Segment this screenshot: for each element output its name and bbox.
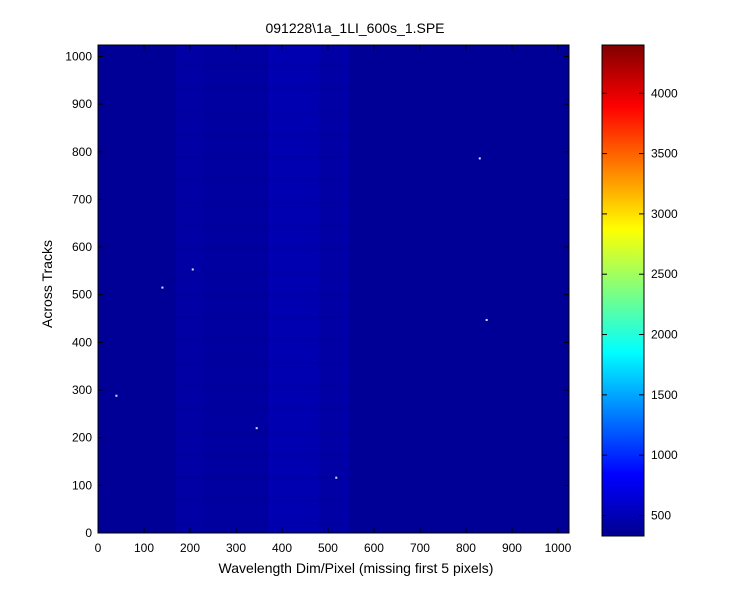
y-tick-label: 0 xyxy=(85,526,92,540)
colorbar-tick-label: 500 xyxy=(651,508,671,522)
plot-frame xyxy=(97,44,570,534)
row-stripe xyxy=(176,247,349,250)
row-stripe xyxy=(176,499,349,502)
row-stripe xyxy=(176,225,349,228)
colorbar-tick-label: 3500 xyxy=(651,147,678,161)
column-band-2 xyxy=(268,45,319,533)
row-stripe xyxy=(176,385,349,388)
x-axis-label: Wavelength Dim/Pixel (missing first 5 pi… xyxy=(219,560,494,576)
colorbar-ticks: 500 1000 1500 2000 2500 3000 3500 4000 xyxy=(602,86,678,522)
column-band-3 xyxy=(318,45,342,533)
hot-pixels xyxy=(115,157,488,479)
row-stripe xyxy=(176,362,349,365)
x-tick-label: 600 xyxy=(364,541,384,555)
x-tick-label: 100 xyxy=(134,541,154,555)
row-stripe xyxy=(176,453,349,456)
hot-pixel-5 xyxy=(478,157,481,160)
row-stripe xyxy=(176,133,349,136)
row-stripe xyxy=(176,179,349,182)
row-stripe xyxy=(176,316,349,319)
colorbar-tick-label: 2000 xyxy=(651,328,678,342)
y-tick-label: 900 xyxy=(72,97,92,111)
row-stripe xyxy=(176,430,349,433)
colorbar-tick-label: 1000 xyxy=(651,448,678,462)
y-tick-label: 500 xyxy=(72,288,92,302)
row-stripe xyxy=(176,202,349,205)
row-stripe xyxy=(176,339,349,342)
x-axis-ticks: 0 100 200 300 400 500 600 700 800 900 1000 xyxy=(95,45,572,555)
colorbar-tick-label: 4000 xyxy=(651,86,678,100)
hot-pixel-6 xyxy=(485,318,488,321)
row-stripe xyxy=(176,408,349,411)
row-stripe xyxy=(176,42,348,44)
y-axis-ticks: 0 100 200 300 400 500 600 700 800 900 1000 xyxy=(65,49,569,540)
row-stripe xyxy=(176,87,349,90)
row-stripe xyxy=(176,522,349,525)
x-tick-label: 800 xyxy=(456,541,476,555)
column-bands xyxy=(176,45,349,533)
y-tick-label: 1000 xyxy=(65,49,92,63)
y-tick-label: 300 xyxy=(72,383,92,397)
hot-pixel-1 xyxy=(161,286,164,289)
x-tick-label: 700 xyxy=(410,541,430,555)
y-tick-label: 600 xyxy=(72,240,92,254)
y-tick-label: 700 xyxy=(72,192,92,206)
x-tick-label: 0 xyxy=(95,541,102,555)
x-tick-label: 400 xyxy=(272,541,292,555)
colorbar-tick-label: 3000 xyxy=(651,207,678,221)
colorbar-tick-label: 1500 xyxy=(651,388,678,402)
y-tick-label: 200 xyxy=(72,431,92,445)
row-stripe xyxy=(176,293,349,296)
colorbar-tick-label: 2500 xyxy=(651,267,678,281)
hot-pixel-3 xyxy=(255,427,258,430)
x-tick-label: 1000 xyxy=(545,541,572,555)
x-tick-label: 500 xyxy=(318,541,338,555)
column-band-1 xyxy=(203,45,269,533)
row-stripe xyxy=(176,156,349,159)
hot-pixel-0 xyxy=(115,394,118,397)
colorbar-gradient xyxy=(602,45,644,536)
heatmap-area xyxy=(98,42,569,533)
row-stripe xyxy=(176,476,349,479)
x-tick-label: 200 xyxy=(180,541,200,555)
row-stripes xyxy=(176,42,349,525)
row-stripe xyxy=(176,64,349,67)
colorbar-frame xyxy=(601,44,645,537)
y-tick-label: 100 xyxy=(72,478,92,492)
colorbar: 500 1000 1500 2000 2500 3000 3500 4000 xyxy=(601,44,678,537)
x-tick-label: 900 xyxy=(502,541,522,555)
x-tick-label: 300 xyxy=(226,541,246,555)
y-tick-label: 800 xyxy=(72,145,92,159)
hot-pixel-4 xyxy=(335,476,338,479)
row-stripe xyxy=(176,270,349,273)
column-band-4 xyxy=(341,45,349,533)
row-stripe xyxy=(176,110,349,113)
chart-title: 091228\1a_1LI_600s_1.SPE xyxy=(265,20,444,36)
y-tick-label: 400 xyxy=(72,335,92,349)
hot-pixel-2 xyxy=(191,268,194,271)
column-band-0 xyxy=(176,45,204,533)
y-axis-label: Across Tracks xyxy=(39,240,55,328)
